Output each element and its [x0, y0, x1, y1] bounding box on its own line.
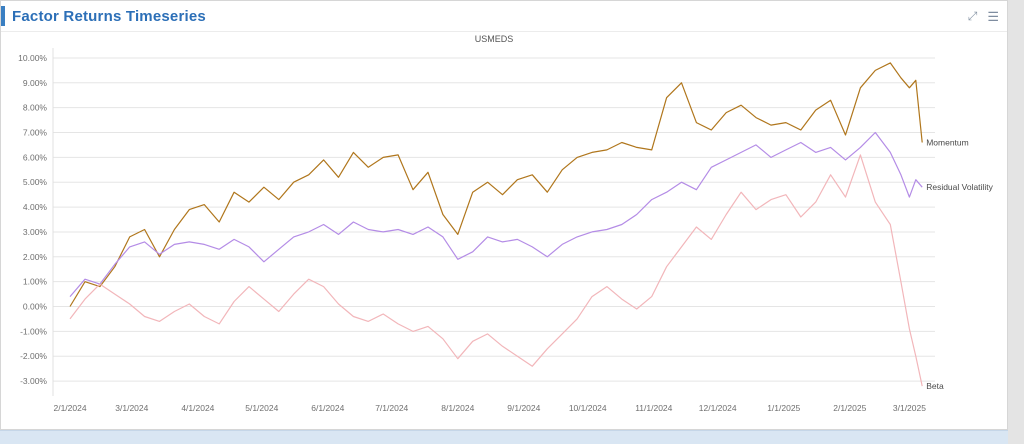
y-axis-tick-label: 2.00%	[23, 252, 48, 262]
x-axis-tick-label: 2/1/2024	[53, 403, 86, 413]
y-axis-tick-label: 0.00%	[23, 302, 48, 312]
series-label-momentum: Momentum	[926, 137, 969, 147]
expand-icon[interactable]: ⤢	[967, 9, 978, 23]
y-axis-tick-label: 4.00%	[23, 202, 48, 212]
x-axis-tick-label: 10/1/2024	[569, 403, 607, 413]
x-axis-tick-label: 4/1/2024	[181, 403, 214, 413]
chart-region: 10.00% 9.00% 8.00% 7.00% 6.00% 5.00% 4.00% 3.00…	[1, 32, 1007, 424]
x-axis-tick-label: 3/1/2024	[115, 403, 148, 413]
series-line-residual-volatility	[69, 131, 923, 297]
y-axis-tick-label: -3.00%	[20, 376, 47, 386]
y-axis-tick-label: 10.00%	[18, 53, 47, 63]
x-axis-tick-label: 9/1/2024	[507, 403, 540, 413]
x-axis-tick-label: 1/1/2025	[767, 403, 800, 413]
factor-returns-panel: Factor Returns Timeseries ⤢ ☰ 10.00% 9.00…	[0, 0, 1008, 430]
panel-header: Factor Returns Timeseries ⤢ ☰	[1, 1, 1007, 32]
x-axis-tick-label: 2/1/2025	[833, 403, 866, 413]
x-axis-tick-label: 11/1/2024	[635, 403, 672, 413]
x-axis-tick-label: 3/1/2025	[893, 403, 926, 413]
y-axis-tick-label: 1.00%	[23, 277, 48, 287]
title-accent-bar	[1, 6, 5, 26]
x-axis-tick-label: 8/1/2024	[441, 403, 474, 413]
y-axis-tick-label: 7.00%	[23, 128, 48, 138]
y-axis-tick-label: 8.00%	[23, 103, 48, 113]
series-label-residual-volatility: Residual Volatility	[926, 182, 993, 192]
y-axis-tick-label: 3.00%	[23, 227, 48, 237]
y-axis-tick-label: 9.00%	[23, 78, 48, 88]
series-line-momentum	[69, 62, 923, 307]
x-axis-tick-label: 6/1/2024	[311, 403, 344, 413]
y-axis-tick-label: -2.00%	[20, 351, 47, 361]
y-axis-tick-label: 6.00%	[23, 152, 48, 162]
series-line-beta	[69, 154, 923, 387]
x-axis-tick-label: 5/1/2024	[245, 403, 278, 413]
chart-title: USMEDS	[475, 34, 514, 44]
series-label-beta: Beta	[926, 381, 944, 391]
x-axis-tick-label: 7/1/2024	[375, 403, 408, 413]
x-axis-tick-label: 12/1/2024	[699, 403, 737, 413]
menu-icon[interactable]: ☰	[987, 8, 999, 24]
panel-title: Factor Returns Timeseries	[12, 7, 206, 25]
y-axis-tick-label: 5.00%	[23, 177, 48, 187]
horizontal-scrollbar-track[interactable]	[0, 430, 1008, 444]
y-axis-tick-label: -1.00%	[20, 326, 47, 336]
factor-returns-chart: 10.00% 9.00% 8.00% 7.00% 6.00% 5.00% 4.00% 3.00…	[18, 34, 993, 413]
